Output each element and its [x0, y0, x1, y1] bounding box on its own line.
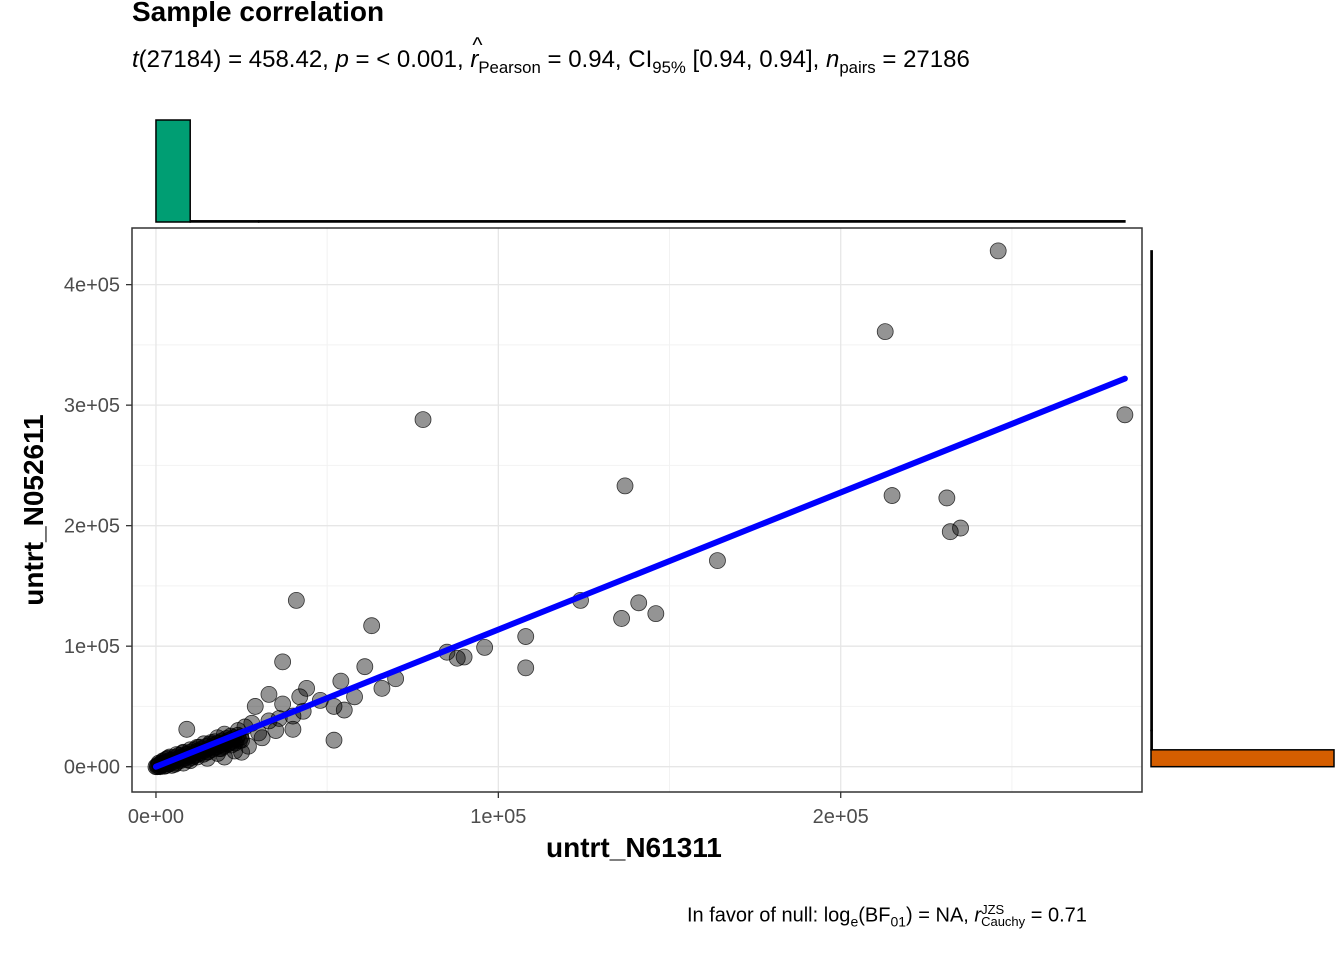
x-tick-label: 1e+05: [470, 806, 526, 828]
caption-bf-value: = NA,: [918, 904, 969, 927]
regression-line: [152, 375, 1128, 770]
data-point: [630, 594, 648, 612]
data-point: [938, 489, 956, 507]
chart-subtitle: t(27184) = 458.42, p = < 0.001, rPearson…: [132, 32, 970, 78]
x-axis-title: untrt_N61311: [546, 832, 722, 863]
data-point: [373, 679, 391, 697]
data-point: [325, 731, 343, 749]
regression-line-layer: [152, 375, 1128, 770]
t-value: 458.42: [248, 46, 323, 73]
right-marginal-histogram: [1150, 250, 1335, 768]
caption-bf-sub: 01: [890, 913, 907, 930]
n-label: pairs: [839, 57, 876, 77]
panel-frame: [131, 227, 1143, 793]
data-point: [274, 695, 292, 713]
caption-prefix: In favor of null: log: [687, 904, 851, 927]
grid-lines: [132, 228, 1142, 792]
data-point: [274, 653, 292, 671]
data-point: [952, 519, 969, 537]
y-axis-title: untrt_N052611: [18, 414, 49, 606]
top-histogram-bar: [189, 220, 260, 223]
data-point: [335, 701, 353, 719]
data-point: [332, 672, 350, 690]
data-point: [989, 242, 1007, 260]
data-point: [647, 605, 665, 623]
y-tick-label: 2e+05: [64, 516, 120, 538]
caption-r-value: = 0.71: [1030, 904, 1087, 927]
r-method: Pearson: [478, 57, 541, 77]
top-marginal-histogram: [155, 119, 1126, 223]
r-value: 0.94: [568, 46, 615, 73]
caption-bf: BF: [864, 904, 891, 927]
data-point: [363, 617, 381, 635]
ci-level: 95%: [652, 57, 686, 77]
ci-range: [0.94, 0.94]: [692, 46, 813, 73]
data-point: [448, 649, 466, 667]
right-histogram-bar: [1150, 250, 1153, 732]
panel-border: [131, 227, 1143, 793]
data-point: [178, 720, 196, 738]
caption-r-sup: JZS: [981, 902, 1005, 917]
y-tick-label: 3e+05: [64, 395, 120, 417]
axis-ticks: 0e+00 1e+05 2e+05 0e+00 1e+05 2e+05 3e+05 4e+05: [64, 275, 869, 828]
data-point: [876, 323, 894, 341]
x-tick-label: 2e+05: [813, 806, 869, 828]
data-point: [517, 628, 535, 645]
data-point: [455, 648, 473, 666]
data-point: [517, 659, 535, 677]
y-tick-label: 4e+05: [64, 275, 120, 297]
right-histogram-bar: [1150, 749, 1335, 768]
chart-title: Sample correlation: [132, 0, 385, 27]
y-tick-label: 1e+05: [64, 636, 120, 658]
data-point: [1116, 406, 1134, 424]
right-histogram-bar: [1150, 729, 1153, 751]
data-point: [883, 487, 901, 504]
bayes-caption: In favor of null: loge(BF01) = NA, rJZS C…: [687, 902, 1087, 930]
caption-log-base: e: [850, 913, 859, 930]
top-histogram-bar: [155, 119, 191, 223]
data-point: [941, 523, 959, 541]
top-histogram-bar: [257, 220, 1126, 223]
panel-background: [132, 228, 1142, 792]
data-point: [613, 610, 630, 627]
data-point: [298, 679, 316, 697]
n-value: 27186: [903, 46, 970, 73]
data-point: [291, 688, 309, 706]
data-point: [267, 722, 285, 739]
data-point: [287, 591, 305, 609]
data-point: [260, 685, 278, 703]
x-tick-label: 0e+00: [128, 806, 184, 828]
caption-r-sub: Cauchy: [981, 914, 1026, 930]
data-point: [616, 477, 634, 495]
y-tick-label: 0e+00: [64, 757, 120, 779]
data-point: [476, 638, 494, 656]
p-value: < 0.001: [376, 46, 457, 73]
t-df: 27184: [146, 46, 214, 73]
data-point: [709, 552, 726, 570]
data-point: [253, 729, 271, 747]
data-point: [414, 411, 432, 429]
data-point: [246, 698, 264, 715]
data-point: [356, 658, 374, 676]
data-point: [284, 720, 302, 738]
